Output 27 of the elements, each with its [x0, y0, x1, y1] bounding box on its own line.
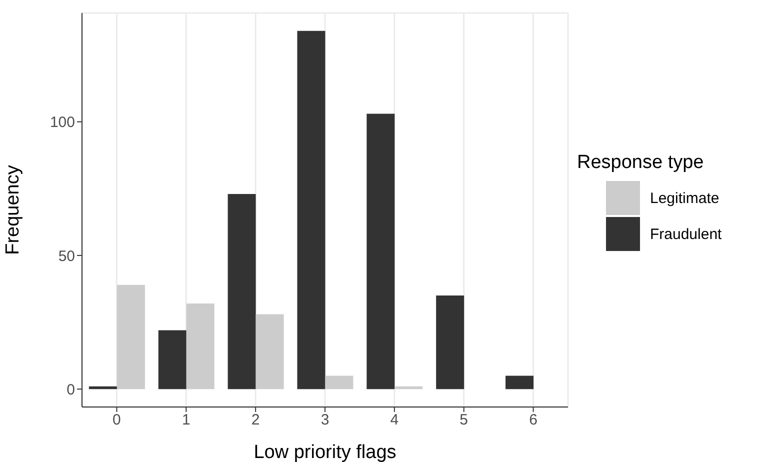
y-tick-label: 50 — [58, 248, 75, 265]
bar — [366, 114, 395, 390]
x-tick-label: 0 — [112, 412, 121, 429]
legend-title: Response type — [577, 152, 705, 174]
x-axis-title: Low priority flags — [254, 442, 396, 462]
legend-label: Legitimate — [650, 190, 720, 206]
bar — [116, 284, 145, 390]
x-tick-label: 2 — [251, 412, 260, 429]
x-tick-label: 5 — [460, 412, 468, 429]
x-tick-label: 3 — [320, 412, 330, 429]
y-axis-title: Frequency — [2, 164, 24, 255]
bar — [186, 304, 214, 390]
x-tick-label: 6 — [529, 412, 538, 429]
bar — [394, 386, 423, 390]
bar — [325, 376, 354, 390]
y-tick-label: 100 — [50, 114, 75, 132]
bar — [228, 194, 256, 390]
bar — [506, 376, 534, 390]
bar — [436, 296, 464, 390]
bar — [297, 30, 326, 390]
x-tick-label: 1 — [182, 412, 190, 429]
legend-label: Fraudulent — [650, 226, 722, 242]
x-tick-label: 4 — [390, 412, 399, 429]
bar — [88, 386, 117, 390]
bar — [256, 314, 284, 390]
bar — [158, 330, 186, 390]
y-tick-label: 0 — [66, 381, 75, 398]
